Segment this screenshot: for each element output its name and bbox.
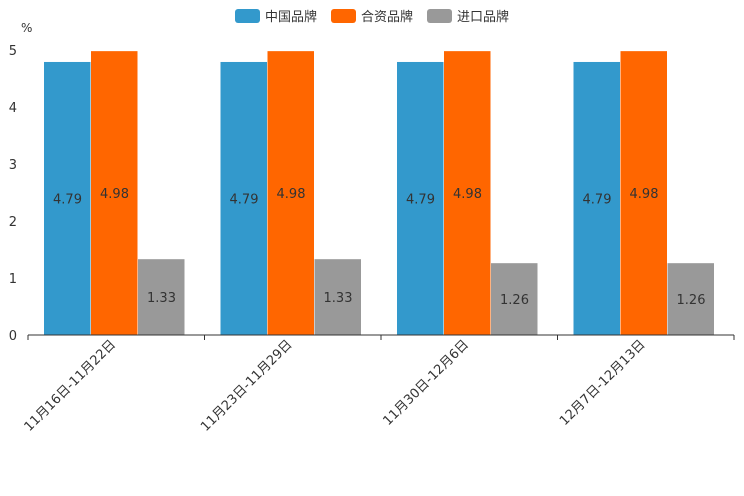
x-tick-label: 11月30日-12月6日 bbox=[380, 337, 472, 429]
bar-value-label: 4.98 bbox=[630, 187, 659, 202]
bar-value-label: 4.79 bbox=[406, 192, 435, 207]
bar bbox=[267, 51, 314, 335]
bar-value-label: 4.98 bbox=[277, 187, 306, 202]
legend-item-joint-venture-brand[interactable]: 合资品牌 bbox=[330, 6, 413, 25]
bar-value-label: 4.79 bbox=[583, 192, 612, 207]
legend-swatch-joint-venture-brand bbox=[330, 8, 356, 23]
bar-value-label: 4.98 bbox=[453, 187, 482, 202]
y-tick-label: 0 bbox=[9, 329, 17, 344]
bar-value-label: 4.98 bbox=[100, 187, 129, 202]
y-tick-label: 3 bbox=[9, 158, 17, 173]
bar bbox=[91, 51, 138, 335]
x-tick-label: 11月16日-11月22日 bbox=[22, 337, 119, 434]
bar bbox=[573, 61, 620, 335]
legend-label-china-brand: 中国品牌 bbox=[264, 10, 317, 25]
bar-value-label: 1.26 bbox=[500, 293, 529, 308]
legend-swatch-china-brand bbox=[234, 8, 260, 23]
bar bbox=[444, 51, 491, 335]
y-tick-label: 5 bbox=[9, 44, 17, 59]
legend-label-imported-brand: 进口品牌 bbox=[457, 10, 510, 25]
legend: 中国品牌 合资品牌 进口品牌 bbox=[0, 6, 744, 25]
bar bbox=[220, 61, 267, 335]
bar bbox=[667, 263, 714, 335]
x-tick-label: 11月23日-11月29日 bbox=[198, 337, 295, 434]
bar bbox=[491, 263, 538, 335]
bar bbox=[397, 61, 444, 335]
y-axis-unit-label: % bbox=[21, 21, 33, 35]
bar-value-label: 4.79 bbox=[53, 192, 82, 207]
legend-item-imported-brand[interactable]: 进口品牌 bbox=[427, 6, 509, 25]
y-tick-label: 4 bbox=[9, 101, 17, 116]
legend-label-joint-venture-brand: 合资品牌 bbox=[360, 10, 413, 25]
y-tick-label: 1 bbox=[9, 272, 17, 287]
legend-item-china-brand[interactable]: 中国品牌 bbox=[234, 6, 317, 25]
bar bbox=[138, 259, 185, 335]
bar-value-label: 1.33 bbox=[147, 291, 176, 306]
legend-swatch-imported-brand bbox=[427, 8, 452, 23]
x-tick-label: 12月7日-12月13日 bbox=[557, 337, 649, 429]
bar bbox=[314, 259, 361, 335]
y-tick-label: 2 bbox=[9, 215, 17, 230]
bar-value-label: 1.33 bbox=[324, 291, 353, 306]
bar bbox=[44, 61, 91, 335]
bar bbox=[620, 51, 667, 335]
bar-value-label: 1.26 bbox=[677, 293, 706, 308]
bar-value-label: 4.79 bbox=[230, 192, 259, 207]
